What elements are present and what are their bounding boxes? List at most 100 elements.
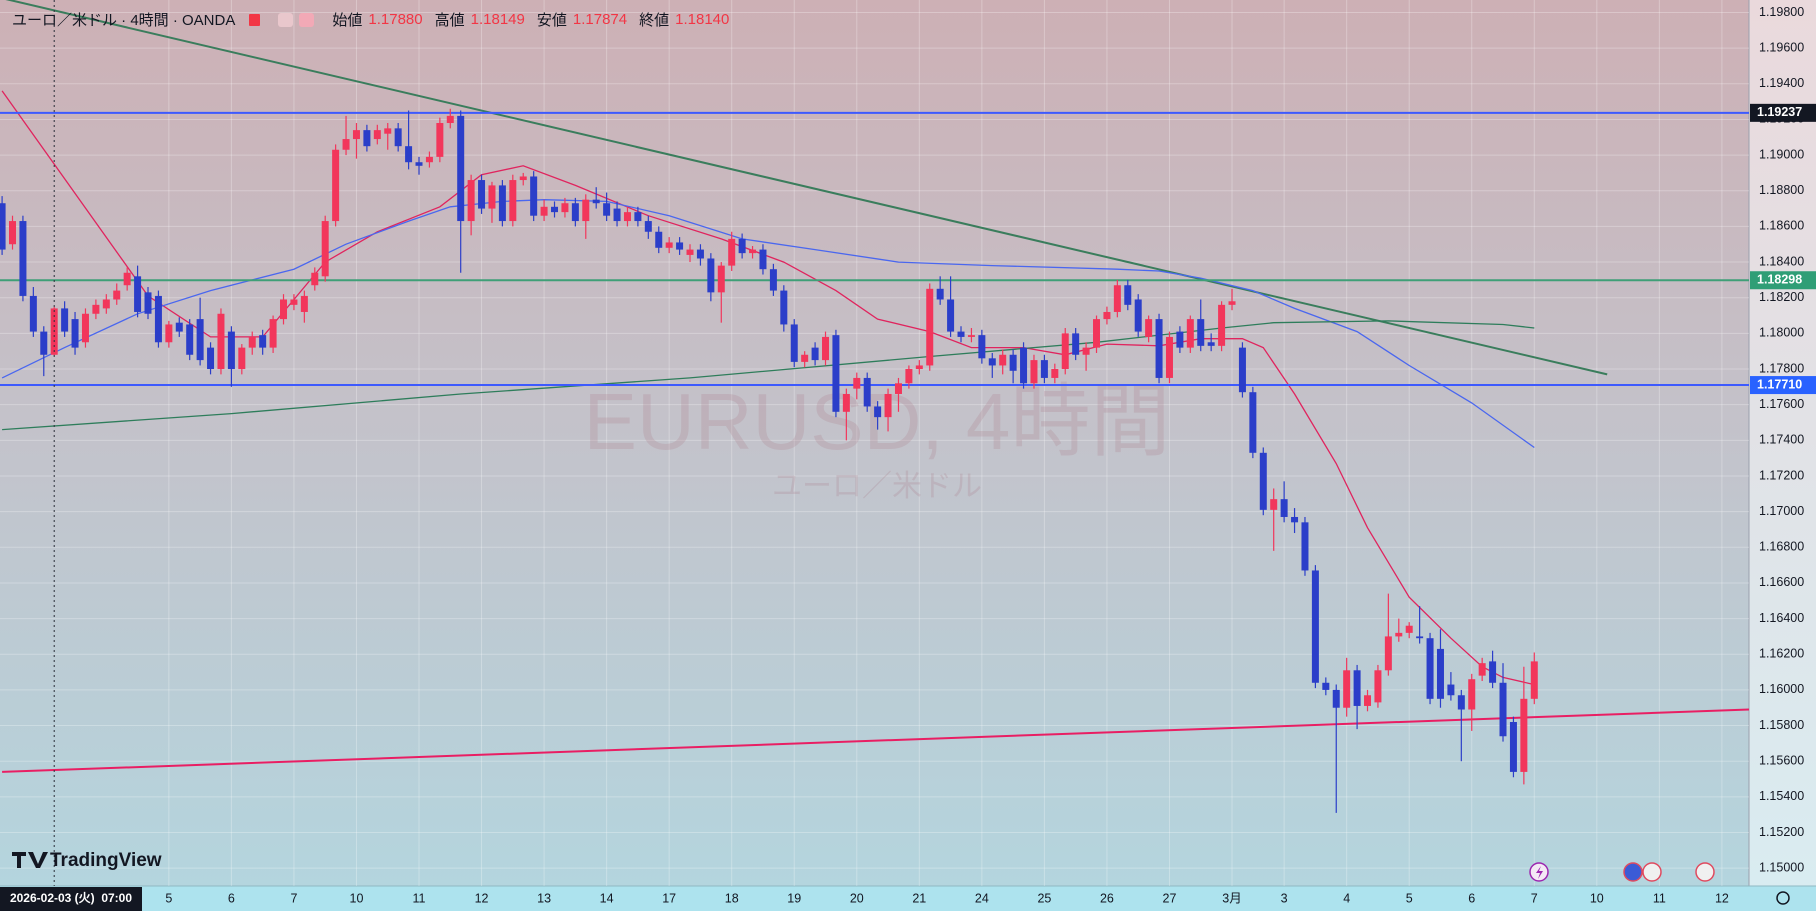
candle-body: [1405, 625, 1413, 633]
candle-body: [405, 146, 413, 163]
candle-body: [1332, 689, 1340, 708]
candle-body: [488, 185, 496, 209]
x-tick-label: 10: [1590, 891, 1604, 905]
candle-body: [1509, 721, 1517, 772]
candle-body: [623, 212, 631, 222]
ohlc-value: 1.18149: [470, 11, 525, 28]
candle-body: [467, 180, 475, 222]
candle-body: [832, 335, 840, 412]
x-tick-label: 3: [1281, 891, 1288, 905]
candle-body: [311, 272, 319, 286]
logo-mark: [12, 852, 48, 868]
candle-body: [1082, 347, 1090, 355]
price-tag: [1750, 271, 1816, 290]
candle-body: [81, 313, 89, 343]
candle-body: [728, 238, 736, 266]
y-tick-label: 1.16000: [1759, 682, 1804, 696]
candle-body: [509, 180, 517, 222]
candle-body: [363, 130, 371, 147]
candle-body: [822, 336, 830, 361]
candle-body: [1447, 684, 1455, 696]
candle-body: [102, 299, 110, 309]
x-tick-label: 12: [475, 891, 489, 905]
ohlc-label: 終値: [639, 12, 670, 29]
candle-body: [644, 221, 652, 232]
candle-body: [551, 206, 559, 213]
candle-body: [1530, 661, 1538, 699]
candle-body: [478, 180, 486, 209]
candle-body: [1499, 682, 1507, 737]
candle-body: [603, 203, 611, 216]
candle-body: [457, 115, 465, 222]
x-tick-label: 5: [1406, 891, 1413, 905]
y-tick-label: 1.17000: [1759, 504, 1804, 518]
x-tick-label: 17: [662, 891, 676, 905]
x-tick-label: 5: [165, 891, 172, 905]
y-tick-label: 1.19800: [1759, 5, 1804, 19]
candle-body: [592, 199, 600, 204]
symbol[interactable]: ユーロ／米ドル · 4時間 · OANDA: [12, 12, 236, 29]
candle-body: [19, 221, 27, 296]
candle-body: [1489, 661, 1497, 683]
candle-body: [498, 185, 506, 222]
candle-body: [1457, 695, 1465, 710]
y-tick-label: 1.18600: [1759, 219, 1804, 233]
icon[interactable]: [299, 12, 315, 27]
candle-body: [217, 313, 225, 370]
candle-body: [165, 324, 173, 343]
candle-body: [134, 276, 142, 312]
candle-body: [1228, 301, 1236, 305]
candle-body: [154, 295, 162, 343]
candle-body: [71, 319, 79, 348]
x-tick-label: 21: [912, 891, 926, 905]
candle-body: [655, 231, 663, 248]
event-icon[interactable]: [1642, 862, 1662, 882]
candle-body: [1072, 333, 1080, 355]
candle-body: [1520, 698, 1528, 772]
candle-body: [519, 176, 527, 181]
candle-body: [415, 162, 423, 166]
candle-body: [113, 290, 121, 300]
y-tick-label: 1.15200: [1759, 825, 1804, 839]
candle-body: [280, 299, 288, 320]
header: ユーロ／米ドル · 4時間 · OANDA 始値 1.17880 高値 1.1814…: [12, 9, 735, 30]
x-tick-label: 4: [1343, 891, 1350, 905]
flag-icon[interactable]: [249, 13, 261, 26]
y-tick-label: 1.16400: [1759, 611, 1804, 625]
candle-body: [436, 123, 444, 157]
axes: 1.15000 1.15200 1.15400 1.15600 1.15800 1.160…: [0, 5, 1816, 911]
candle-body: [321, 221, 329, 277]
candle-body: [717, 265, 725, 293]
candle-body: [29, 295, 37, 332]
y-tick-label: 1.18000: [1759, 326, 1804, 340]
logo-text: TradingView: [50, 850, 162, 871]
settings-icon[interactable]: [1776, 891, 1790, 905]
candle-body: [373, 130, 381, 140]
x-tick-label: 27: [1163, 891, 1177, 905]
candle-body: [1176, 331, 1184, 348]
x-tick-label: 7: [290, 891, 297, 905]
y-tick-label: 1.17200: [1759, 468, 1804, 482]
candle-body: [384, 128, 392, 134]
candle-body: [269, 319, 277, 348]
candle-body: [1311, 570, 1319, 683]
candle-body: [0, 203, 6, 250]
event-icon[interactable]: [1695, 862, 1715, 882]
candle-body: [1249, 392, 1257, 453]
candle-body: [425, 156, 433, 163]
candle-body: [676, 242, 684, 250]
candle-body: [571, 203, 579, 222]
candle-body: [1145, 319, 1153, 337]
icon[interactable]: [278, 12, 294, 27]
candle-body: [1207, 342, 1215, 346]
candle-body: [1353, 670, 1361, 706]
candle-body: [894, 383, 902, 394]
candle-body: [300, 295, 308, 312]
candle-body: [144, 292, 152, 314]
candle-body: [1478, 663, 1486, 676]
y-tick-label: 1.15000: [1759, 860, 1804, 874]
x-tick-label: 11: [1653, 891, 1666, 905]
time-axis: [0, 886, 1816, 911]
event-icon[interactable]: [1623, 862, 1643, 882]
x-tick-label: 12: [1715, 891, 1729, 905]
